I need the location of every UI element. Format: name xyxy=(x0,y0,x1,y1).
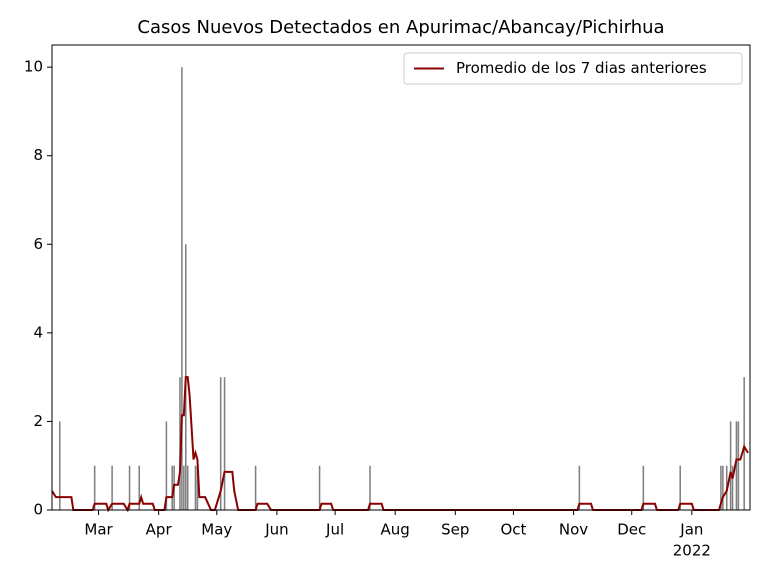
bar xyxy=(642,465,645,510)
bar xyxy=(743,377,745,510)
bar xyxy=(318,465,321,510)
bar xyxy=(58,421,61,510)
bar xyxy=(196,465,199,510)
chart-title: Casos Nuevos Detectados en Apurimac/Aban… xyxy=(137,17,664,38)
bar xyxy=(111,465,113,510)
bar xyxy=(219,377,222,510)
bar xyxy=(735,421,738,510)
bar xyxy=(720,465,722,510)
x-tick-label: Jun xyxy=(264,521,288,539)
bar xyxy=(183,465,185,510)
bar xyxy=(729,421,732,510)
bar xyxy=(223,377,226,510)
y-tick-label: 10 xyxy=(24,58,43,76)
x-tick-label: Oct xyxy=(500,521,526,539)
y-tick-label: 8 xyxy=(33,146,43,164)
y-tick-label: 4 xyxy=(33,323,43,341)
plot-frame xyxy=(51,44,751,511)
legend-box xyxy=(403,52,743,85)
x-tick-label: Jan xyxy=(679,521,703,539)
x-tick-label: Nov xyxy=(559,521,588,539)
bar xyxy=(369,465,371,510)
bar xyxy=(194,465,197,510)
bar xyxy=(138,465,141,510)
x-tick-label: Sep xyxy=(441,521,469,539)
bar xyxy=(254,465,257,510)
x-tick-label: Mar xyxy=(84,521,113,539)
bar xyxy=(578,465,581,510)
x-tick-label: Apr xyxy=(146,521,173,539)
x-tick-sublabel: 2022 xyxy=(673,542,711,560)
x-tick-label: May xyxy=(201,521,232,539)
bar xyxy=(181,67,183,511)
y-tick-label: 6 xyxy=(33,235,43,253)
bar xyxy=(171,465,173,510)
bar xyxy=(731,465,734,510)
x-tick-label: Jul xyxy=(325,521,344,539)
x-tick-label: Aug xyxy=(381,521,410,539)
bar xyxy=(679,465,681,510)
y-tick-label: 2 xyxy=(33,412,43,430)
legend-label: Promedio de los 7 dias anteriores xyxy=(456,59,707,77)
bar xyxy=(737,421,740,510)
bar xyxy=(128,465,131,510)
bar xyxy=(722,465,724,510)
bar xyxy=(186,465,189,510)
x-tick-label: Dec xyxy=(617,521,646,539)
y-tick-label: 0 xyxy=(33,501,43,519)
bar xyxy=(165,421,168,510)
bar xyxy=(93,465,96,510)
